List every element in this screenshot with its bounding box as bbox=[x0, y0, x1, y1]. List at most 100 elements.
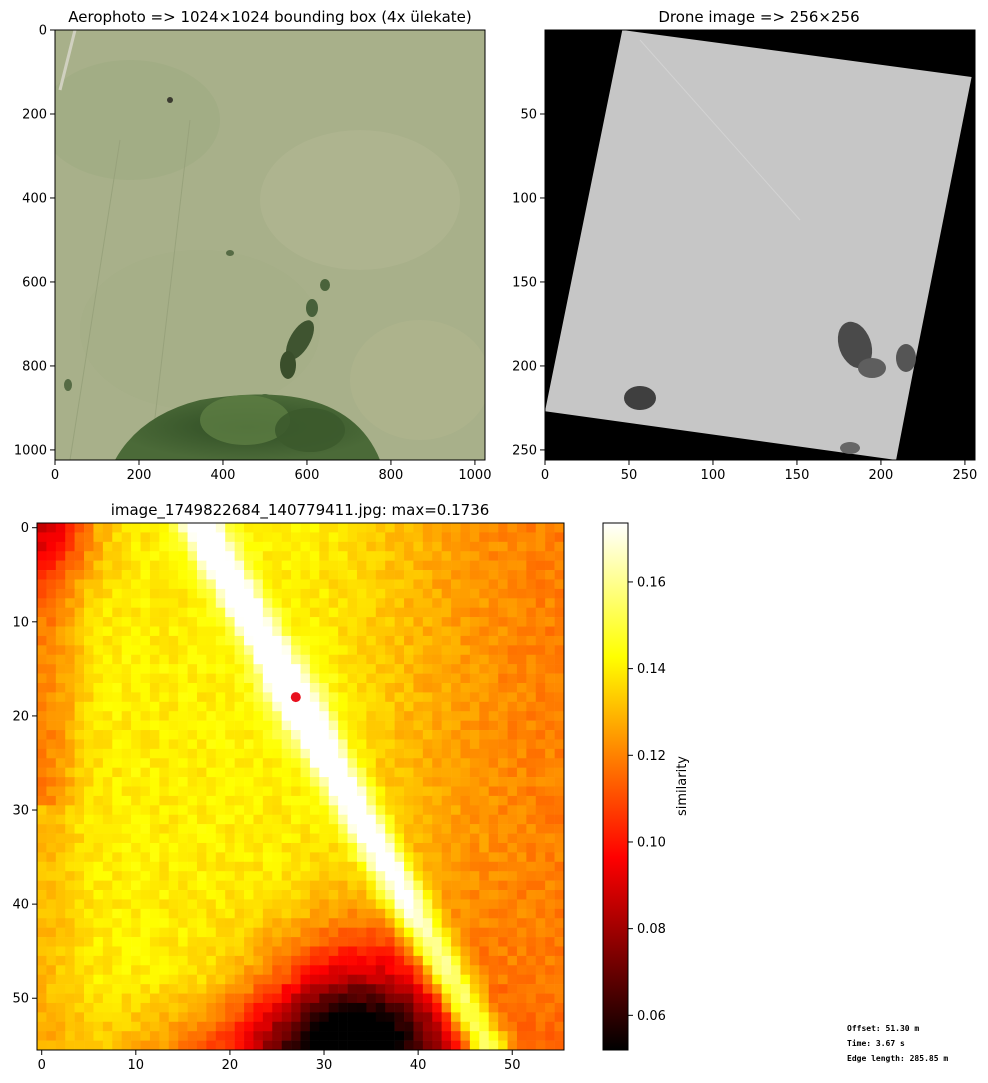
heatmap-cell bbox=[366, 777, 377, 787]
heatmap-cell bbox=[272, 890, 282, 900]
heatmap-cell bbox=[516, 730, 527, 740]
heatmap-cell bbox=[187, 786, 198, 797]
heatmap-cell bbox=[385, 890, 395, 900]
heatmap-cell bbox=[234, 635, 245, 646]
heatmap-cell bbox=[253, 1031, 264, 1041]
heatmap-cell bbox=[356, 927, 367, 938]
heatmap-cell bbox=[215, 748, 226, 759]
heatmap-cell bbox=[121, 842, 132, 853]
heatmap-cell bbox=[338, 795, 348, 806]
heatmap-cell bbox=[102, 880, 113, 891]
heatmap-cell bbox=[309, 701, 320, 712]
heatmap-cell bbox=[65, 711, 75, 721]
heatmap-cell bbox=[102, 1021, 113, 1032]
heatmap-cell bbox=[422, 758, 433, 768]
heatmap-cell bbox=[526, 786, 537, 797]
heatmap-cell bbox=[65, 852, 75, 863]
heatmap-cell bbox=[319, 1031, 330, 1041]
heatmap-cell bbox=[413, 946, 424, 957]
heatmap-cell bbox=[309, 664, 320, 674]
heatmap-cell bbox=[479, 617, 490, 627]
heatmap-cell bbox=[545, 1040, 555, 1050]
heatmap-cell bbox=[65, 908, 75, 919]
heatmap-cell bbox=[347, 739, 358, 750]
heatmap-cell bbox=[328, 833, 339, 844]
heatmap-cell bbox=[338, 654, 348, 665]
heatmap-cell bbox=[74, 946, 85, 957]
heatmap-cell bbox=[112, 927, 122, 938]
heatmap-cell bbox=[394, 852, 405, 863]
heatmap-cell bbox=[291, 955, 301, 966]
heatmap-cell bbox=[253, 777, 264, 787]
heatmap-cell bbox=[413, 730, 424, 740]
heatmap-cell bbox=[272, 598, 282, 608]
heatmap-cell bbox=[102, 570, 113, 580]
heatmap-cell bbox=[159, 701, 170, 712]
heatmap-cell bbox=[347, 1031, 358, 1041]
heatmap-cell bbox=[545, 880, 555, 891]
heatmap-cell bbox=[131, 711, 141, 721]
heatmap-cell bbox=[460, 588, 471, 599]
heatmap-cell bbox=[460, 814, 471, 825]
heatmap-cell bbox=[65, 833, 75, 844]
heatmap-cell bbox=[102, 861, 113, 872]
heatmap-cell bbox=[488, 767, 499, 778]
heatmap-cell bbox=[375, 523, 386, 533]
heatmap-cell bbox=[498, 880, 508, 891]
heatmap-cell bbox=[121, 786, 132, 797]
heatmap-cell bbox=[65, 570, 75, 580]
heatmap-cell bbox=[507, 635, 518, 646]
heatmap-cell bbox=[140, 532, 151, 543]
heatmap-cell bbox=[460, 701, 471, 712]
heatmap-cell bbox=[309, 532, 320, 543]
heatmap-cell bbox=[196, 588, 207, 599]
heatmap-cell bbox=[291, 974, 301, 985]
heatmap-cell bbox=[187, 861, 198, 872]
heatmap-cell bbox=[554, 523, 564, 533]
heatmap-cell bbox=[65, 1031, 75, 1041]
heatmap-cell bbox=[328, 523, 339, 533]
heatmap-cell bbox=[451, 1002, 461, 1013]
heatmap-cell bbox=[121, 1002, 132, 1013]
heatmap-cell bbox=[102, 560, 113, 571]
heatmap-cell bbox=[432, 984, 442, 994]
heatmap-cell bbox=[498, 1040, 508, 1050]
heatmap-cell bbox=[498, 645, 508, 656]
heatmap-cell bbox=[385, 814, 395, 825]
heatmap-cell bbox=[84, 946, 94, 957]
heatmap-cell bbox=[413, 532, 424, 543]
heatmap-cell bbox=[554, 654, 564, 665]
heatmap-cell bbox=[479, 767, 490, 778]
heatmap-cell bbox=[385, 692, 395, 703]
heatmap-cell bbox=[102, 1012, 113, 1023]
heatmap-cell bbox=[215, 993, 226, 1004]
heatmap-cell bbox=[498, 588, 508, 599]
heatmap-cell bbox=[328, 654, 339, 665]
heatmap-cell bbox=[366, 805, 377, 816]
heatmap-cell bbox=[328, 673, 339, 684]
heatmap-cell bbox=[356, 814, 367, 825]
heatmap-cell bbox=[102, 541, 113, 552]
heatmap-cell bbox=[441, 1002, 452, 1013]
heatmap-cell bbox=[356, 955, 367, 966]
heatmap-cell bbox=[479, 842, 490, 853]
heatmap-cell bbox=[46, 814, 57, 825]
heatmap-cell bbox=[451, 1012, 461, 1023]
heatmap-cell bbox=[131, 617, 141, 627]
heatmap-cell bbox=[300, 720, 311, 731]
heatmap-cell bbox=[65, 899, 75, 910]
heatmap-cell bbox=[375, 937, 386, 947]
heatmap-cell bbox=[319, 861, 330, 872]
heatmap-cell bbox=[187, 918, 198, 928]
heatmap-cell bbox=[84, 927, 94, 938]
heatmap-cell bbox=[225, 673, 235, 684]
heatmap-cell bbox=[319, 739, 330, 750]
heatmap-cell bbox=[441, 814, 452, 825]
heatmap-cell bbox=[149, 645, 160, 656]
heatmap-cell bbox=[319, 617, 330, 627]
heatmap-cell bbox=[347, 664, 358, 674]
heatmap-cell bbox=[394, 711, 405, 721]
heatmap-cell bbox=[469, 1012, 480, 1023]
heatmap-cell bbox=[422, 805, 433, 816]
heatmap-cell bbox=[422, 937, 433, 947]
